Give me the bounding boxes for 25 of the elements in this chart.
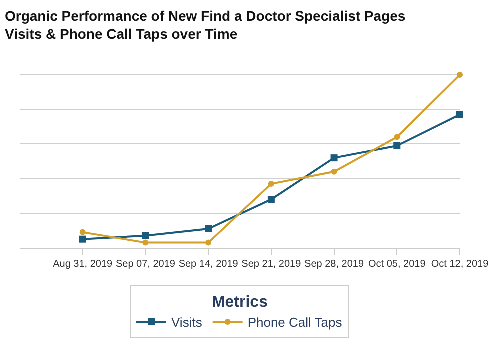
- point: [457, 72, 463, 78]
- point: [331, 168, 338, 175]
- legend-label: Visits: [172, 315, 203, 330]
- point: [268, 196, 275, 204]
- point: [394, 142, 401, 150]
- point: [79, 236, 86, 243]
- point: [142, 240, 149, 246]
- point: [142, 232, 150, 240]
- chart-title: Organic Performance of New Find a Doctor Specialist Pages Visits & Phone Call Taps over Time: [5, 8, 406, 42]
- legend-title: Metrics: [212, 294, 268, 311]
- x-tick-label: Oct 05, 2019: [368, 259, 426, 270]
- point: [394, 134, 400, 140]
- point: [330, 154, 338, 162]
- x-tick-label: Oct 12, 2019: [431, 259, 490, 270]
- point: [268, 181, 274, 188]
- legend-label: Phone Call Taps: [248, 315, 343, 330]
- x-tick-label: Sep 21, 2019: [242, 259, 302, 270]
- point: [206, 240, 212, 246]
- x-tick-label: Aug 31, 2019: [53, 259, 114, 270]
- point: [456, 111, 464, 118]
- x-tick-label: Sep 07, 2019: [116, 259, 176, 270]
- x-tick-label: Sep 14, 2019: [178, 259, 239, 270]
- x-tick-label: Sep 28, 2019: [304, 259, 364, 270]
- point: [205, 225, 212, 232]
- point: [80, 229, 86, 236]
